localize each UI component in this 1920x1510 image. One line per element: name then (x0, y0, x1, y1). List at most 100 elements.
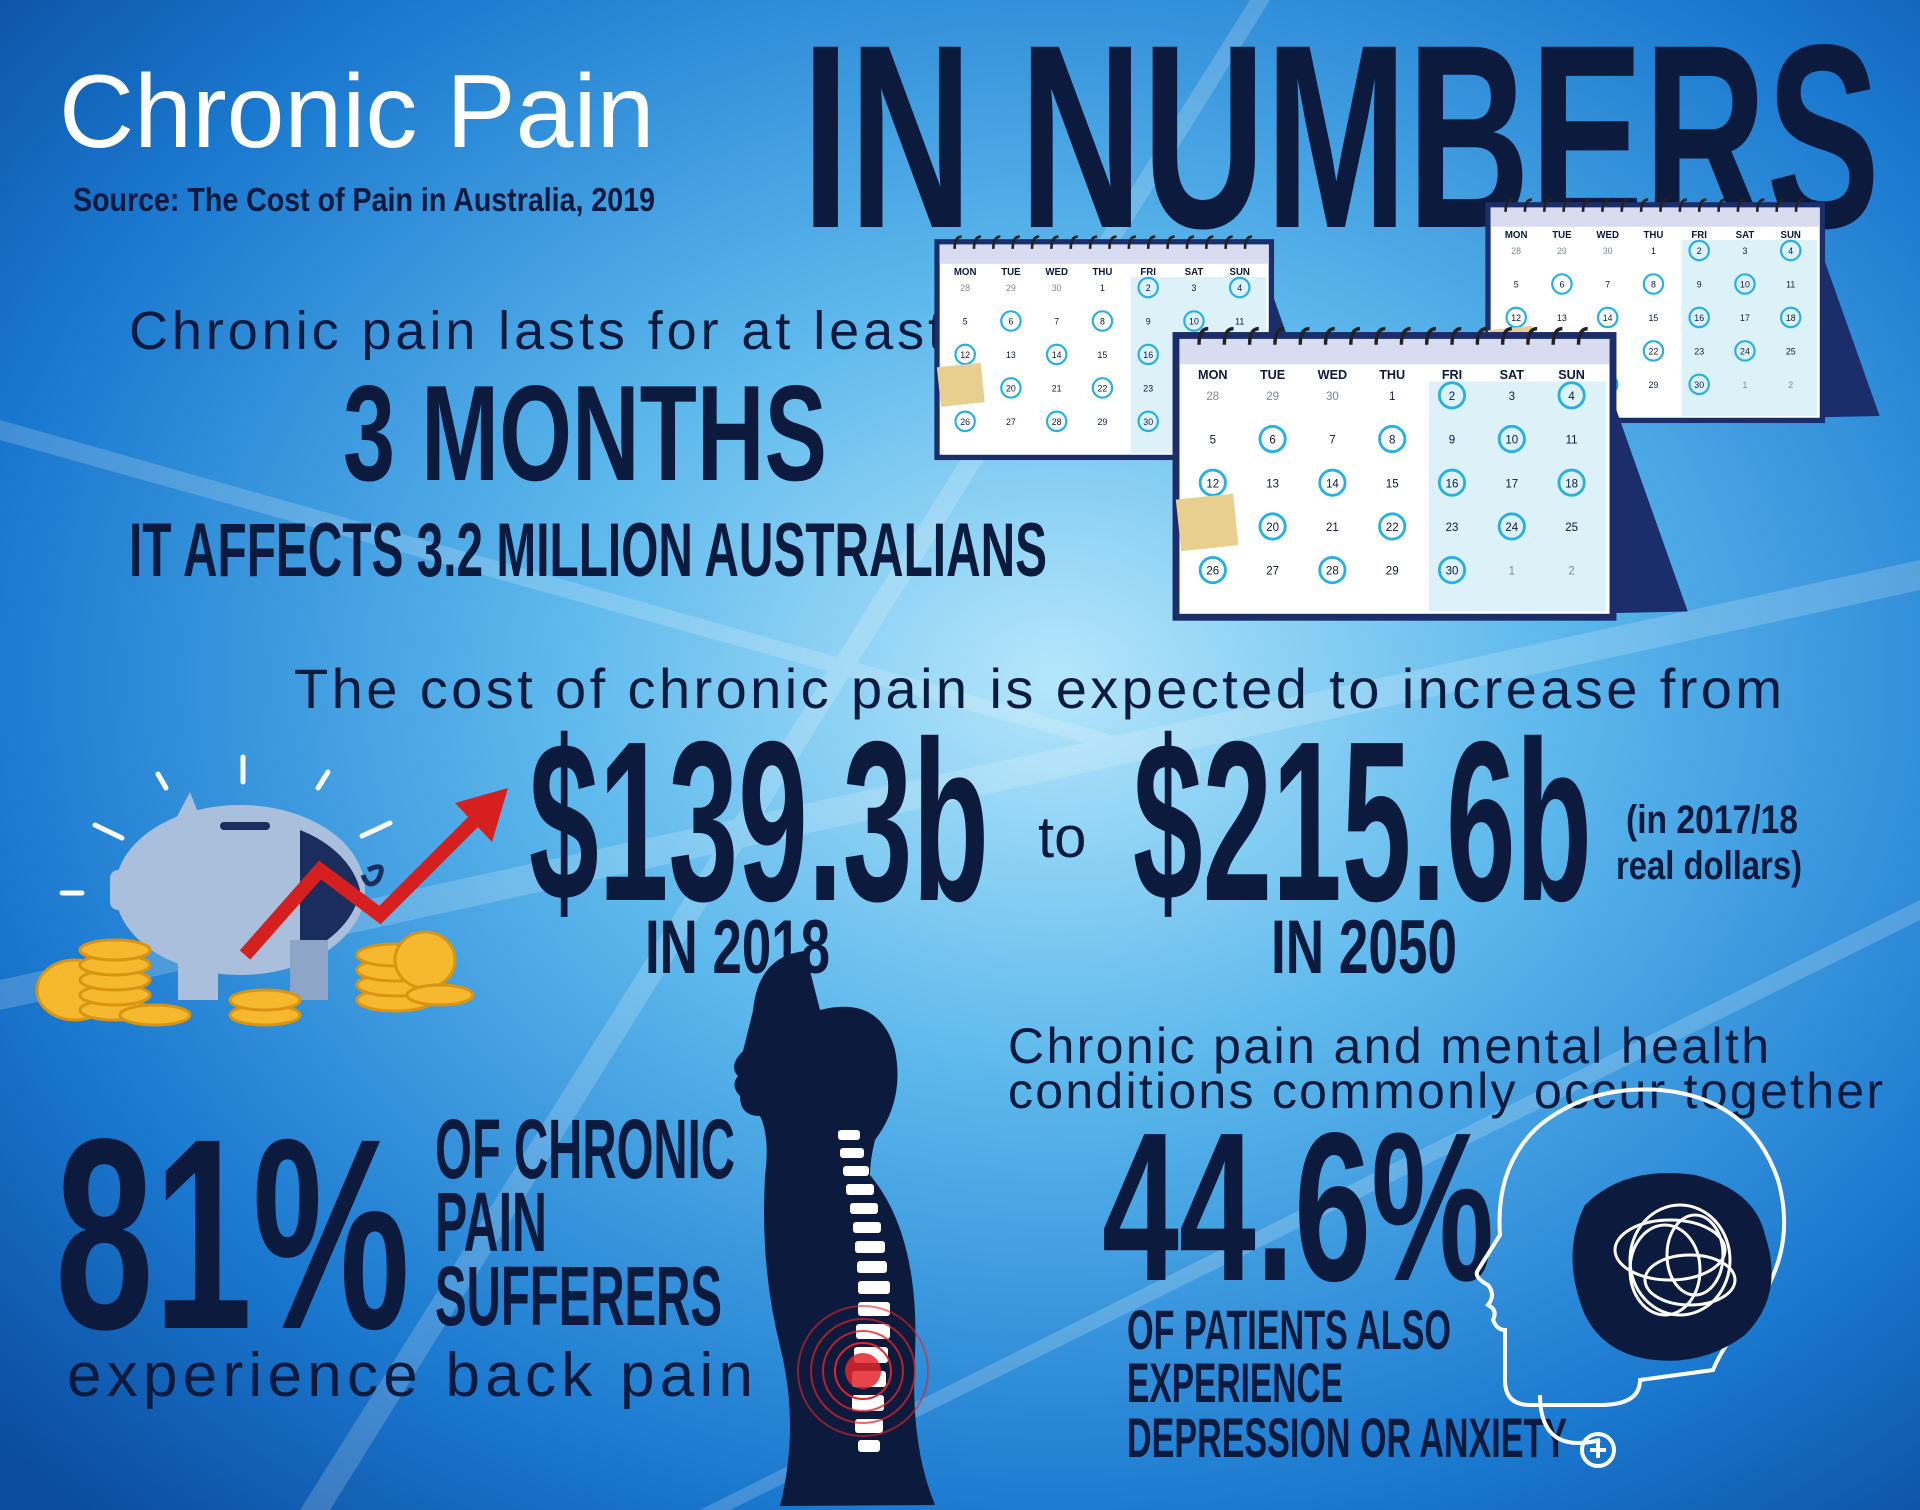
calendar-day-circle (1437, 381, 1467, 410)
calendar-weekday: WED (1318, 368, 1348, 382)
mental-health-label: OF PATIENTS ALSO (1127, 1298, 1451, 1361)
calendar-day: 15 (1386, 478, 1399, 490)
calendar-header-strip (1179, 338, 1610, 365)
calendar-day: 1 (1651, 246, 1656, 256)
calendar-day: 10 (1189, 317, 1199, 327)
calendar-day: 1 (1100, 283, 1105, 293)
calendar-weekday: SUN (1558, 368, 1585, 382)
calendar-ring (1204, 235, 1214, 249)
calendar-ring (1298, 326, 1310, 345)
calendar-ring (1030, 235, 1040, 249)
calendar-day-circle (1258, 512, 1287, 541)
calendar-day: 24 (1740, 346, 1750, 356)
calendar-ring (1243, 235, 1253, 249)
calendar-day: 26 (960, 417, 970, 427)
calendar-day: 23 (1143, 383, 1153, 393)
back-pain-value: 81% (55, 1082, 410, 1386)
calendar-ring (1108, 235, 1117, 249)
calendar-weekday: THU (1379, 368, 1405, 382)
calendar-day: 28 (1326, 566, 1339, 578)
calendar-day: 29 (1098, 417, 1108, 427)
calendar-ring (1146, 235, 1156, 249)
calendar-day: 10 (1740, 280, 1750, 290)
calendar-day-circle (1688, 239, 1710, 262)
cost-to-amount: $215.6b (1133, 695, 1592, 949)
cost-to-year: IN 2050 (1271, 905, 1457, 990)
calendar-day: 10 (1505, 435, 1518, 447)
calendar-day: 9 (1697, 280, 1702, 290)
calendar-day: 9 (1146, 317, 1151, 327)
calendar-day: 23 (1446, 522, 1459, 534)
calendar-day: 8 (1389, 435, 1395, 447)
calendar-day-circle (1045, 410, 1068, 433)
calendar-ring (1166, 235, 1175, 249)
calendar-day-circle (1045, 343, 1068, 366)
duration-value: 3 MONTHS (343, 357, 827, 509)
mental-health-label: DEPRESSION OR ANXIETY (1127, 1406, 1567, 1469)
calendar-ring (1247, 326, 1259, 345)
back-pain-label: OF CHRONIC (435, 1102, 735, 1196)
calendar-day: 28 (960, 283, 970, 293)
calendar-day: 4 (1568, 391, 1575, 403)
calendar-day: 28 (1052, 417, 1062, 427)
calendar-day: 24 (1505, 522, 1518, 534)
sticky-note (1175, 493, 1239, 552)
calendar-day-circle (1437, 556, 1467, 585)
calendar-ring (1374, 326, 1386, 345)
calendar-weekday: TUE (1001, 267, 1021, 278)
calendar-day: 6 (1269, 435, 1275, 447)
calendar-day: 26 (1206, 566, 1219, 578)
calendar-day: 9 (1449, 435, 1455, 447)
calendar-day: 15 (1098, 350, 1108, 360)
calendar-ring (1504, 198, 1513, 212)
calendar-weekday: WED (1045, 267, 1068, 278)
calendar-ring (1500, 326, 1512, 345)
calendar-day-circle (1437, 468, 1467, 497)
calendar-weekday: SAT (1736, 230, 1755, 241)
calendar-day: 5 (1514, 280, 1519, 290)
calendar-weekday: MON (1505, 230, 1528, 241)
calendar-ring (1088, 235, 1098, 249)
calendar-weekday: SAT (1500, 368, 1525, 382)
calendar-day: 6 (1008, 317, 1013, 327)
calendar-day: 7 (1605, 280, 1610, 290)
calendar-day: 4 (1788, 246, 1793, 256)
calendar-day-circle (1505, 306, 1527, 329)
calendar-day-circle (1497, 512, 1526, 541)
calendar-day: 13 (1266, 478, 1279, 490)
calendar-ring (1697, 198, 1707, 212)
back-pain-label: PAIN (435, 1175, 547, 1269)
mental-health-label: EXPERIENCE (1127, 1351, 1343, 1414)
calendar-day: 25 (1565, 522, 1578, 534)
calendar-day-circle (1779, 306, 1802, 329)
calendar-day-circle (1551, 273, 1573, 295)
calendar-ring (1659, 198, 1668, 212)
calendar-day-circle (1596, 306, 1619, 329)
calendar-header-strip (939, 244, 1269, 264)
calendar-day: 5 (963, 317, 968, 327)
calendar-ring (1639, 198, 1649, 212)
calendar-day: 13 (1006, 350, 1016, 360)
calendar-ring (1224, 235, 1233, 249)
calendar-day-circle (1091, 377, 1114, 399)
calendar-ring (1551, 326, 1563, 345)
calendar-ring (1399, 326, 1411, 345)
calendar-day: 29 (1266, 391, 1279, 403)
back-pain-caption: experience back pain (67, 1341, 753, 1410)
calendar-day: 11 (1235, 317, 1244, 327)
calendar-ring (1576, 326, 1588, 345)
calendar-day-circle (1000, 377, 1022, 399)
calendar-day: 14 (1052, 350, 1062, 360)
calendar-day: 29 (1649, 380, 1659, 390)
calendar-day: 30 (1326, 391, 1339, 403)
calendar-ring (953, 235, 962, 249)
cost-note: (in 2017/18 (1626, 798, 1798, 842)
calendar-ring (1542, 198, 1552, 212)
calendar-day: 4 (1237, 283, 1242, 293)
calendar-day-circle (1198, 468, 1227, 497)
calendar-day: 21 (1326, 522, 1339, 534)
calendar-day: 25 (1786, 346, 1796, 356)
calendar-day-circle (1557, 381, 1586, 410)
